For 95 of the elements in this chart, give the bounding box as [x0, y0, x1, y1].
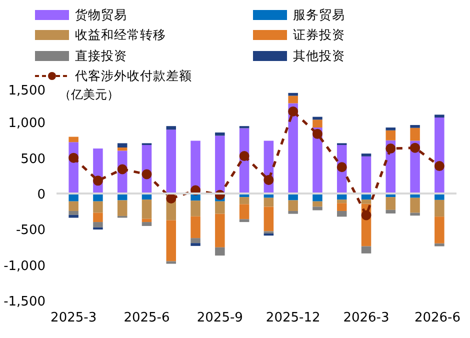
bar: [386, 128, 396, 130]
legend-label: 直接投资: [75, 48, 127, 63]
bar: [166, 126, 176, 130]
bar: [215, 132, 225, 136]
bar: [68, 214, 78, 218]
bar: [68, 136, 78, 142]
x-tick-label: 2025-12: [266, 310, 320, 326]
point: [288, 106, 298, 116]
x-tick-label: 2025-9: [196, 310, 243, 326]
bar: [142, 222, 152, 226]
bar: [142, 200, 152, 219]
bar: [410, 198, 420, 213]
bar: [312, 120, 322, 128]
y-axis-title: （亿美元）: [58, 88, 119, 102]
bar: [312, 206, 322, 210]
bar: [239, 197, 250, 204]
bar: [166, 261, 176, 264]
bar: [68, 210, 78, 215]
bar: [410, 128, 420, 141]
bar: [288, 210, 298, 214]
point: [117, 164, 128, 174]
bar: [361, 154, 372, 156]
bar: [93, 227, 103, 230]
y-tick-label: -1,000: [4, 258, 46, 274]
point: [142, 169, 152, 180]
bar: [288, 92, 298, 96]
bar: [434, 243, 444, 246]
bar: [166, 130, 176, 194]
bar: [166, 220, 176, 262]
bar: [312, 201, 322, 207]
bar: [239, 204, 250, 220]
bar: [386, 130, 396, 140]
bar: [93, 222, 103, 228]
bar: [68, 201, 78, 211]
y-tick-label: 500: [20, 152, 46, 167]
bar: [434, 200, 444, 217]
point: [68, 152, 79, 163]
bar: [93, 212, 103, 222]
point: [92, 176, 103, 186]
point: [410, 142, 420, 153]
bar: [190, 243, 200, 246]
y-tick-label: -1,500: [4, 294, 46, 310]
bar: [434, 114, 444, 118]
bar: [336, 203, 347, 211]
bar: [215, 136, 225, 194]
bar: [215, 214, 225, 248]
x-tick-label: 2025-3: [50, 310, 97, 326]
bar: [93, 201, 103, 213]
bar: [117, 143, 128, 148]
bar: [288, 96, 298, 104]
point: [166, 194, 176, 204]
x-tick-label: 2026-6: [414, 310, 460, 326]
point: [434, 161, 444, 172]
x-tick-label: 2026-3: [343, 310, 390, 326]
y-tick-label: 1,000: [8, 116, 46, 132]
point: [239, 151, 250, 162]
legend-label: 证券投资: [293, 27, 345, 42]
bar: [117, 200, 128, 216]
legend-label: 货物贸易: [75, 6, 127, 22]
bar: [117, 147, 128, 151]
legend-label: 收益和经常转移: [75, 27, 166, 42]
bar: [239, 219, 250, 222]
y-tick-label: -500: [16, 223, 46, 238]
bar: [410, 212, 420, 216]
bar: [410, 125, 420, 128]
y-tick-label: 0: [37, 188, 46, 202]
bar: [361, 246, 372, 254]
legend-label: 服务贸易: [293, 6, 345, 22]
bar: [190, 238, 200, 244]
legend-label: 其他投资: [293, 48, 345, 63]
bar: [434, 216, 444, 244]
bar: [264, 198, 274, 207]
point: [361, 210, 372, 220]
bar: [142, 218, 152, 222]
bar: [386, 210, 396, 214]
bar: [264, 206, 274, 232]
bar: [264, 233, 274, 236]
bar: [190, 200, 200, 216]
point: [264, 174, 274, 185]
bar: [215, 201, 225, 214]
bar: [215, 247, 225, 256]
bar: [336, 210, 347, 217]
bar: [336, 200, 347, 204]
bar: [361, 156, 372, 194]
bar: [361, 200, 372, 204]
bar: [312, 116, 322, 120]
y-tick-label: 1,500: [8, 84, 46, 98]
bar: [386, 197, 396, 210]
point: [312, 128, 322, 139]
bar: [190, 216, 200, 238]
bar: [288, 200, 298, 211]
point: [336, 162, 347, 172]
legend-label: 代客涉外收付款差额: [75, 68, 192, 84]
x-tick-label: 2025-6: [124, 310, 170, 326]
point: [386, 144, 396, 154]
